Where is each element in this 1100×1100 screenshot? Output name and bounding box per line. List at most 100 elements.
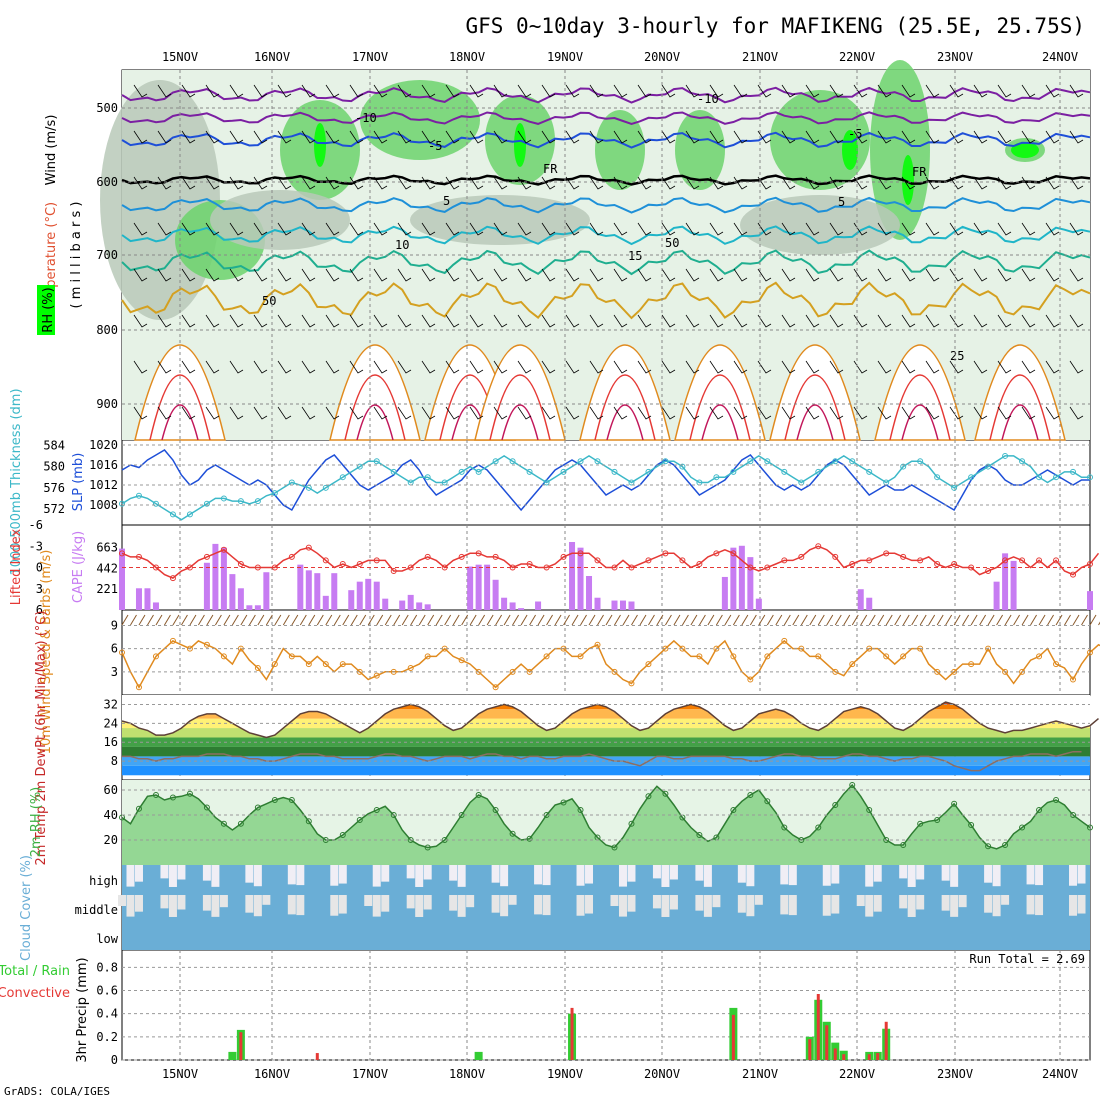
wind-speed-line-point bbox=[390, 668, 397, 675]
thickness-line-point bbox=[1053, 474, 1060, 481]
rh2m-line-point bbox=[356, 817, 363, 823]
upper-wind-barb bbox=[685, 314, 700, 328]
wind-speed-line-point bbox=[577, 653, 584, 660]
rh2m-line-point bbox=[169, 794, 176, 801]
upper-wind-barb bbox=[541, 314, 556, 328]
upper-wind-barb bbox=[565, 268, 580, 282]
upper-wind-barb bbox=[229, 268, 244, 282]
wind-tick: 3 bbox=[111, 665, 118, 679]
wind-barb-10m bbox=[1047, 614, 1054, 626]
wind-barb-10m bbox=[325, 614, 333, 626]
hot-contour bbox=[689, 374, 751, 441]
upper-wind-barb bbox=[421, 314, 436, 328]
cloud-middle-cell bbox=[669, 895, 678, 910]
cloud-middle-cell bbox=[245, 895, 254, 913]
upper-wind-barb bbox=[781, 406, 796, 420]
upper-wind-barb bbox=[685, 130, 700, 144]
thickness-line-point bbox=[679, 463, 686, 470]
precip-convective-bar bbox=[315, 1053, 319, 1060]
lifted-index-line-point bbox=[237, 560, 244, 567]
wind-barb-10m bbox=[911, 614, 919, 626]
rh2m-line-point bbox=[628, 820, 635, 827]
wind-barb-10m bbox=[885, 614, 893, 626]
lifted-index-line-point bbox=[679, 557, 686, 564]
upper-wind-barb bbox=[709, 130, 724, 144]
wind-barb-10m bbox=[231, 614, 239, 626]
cloud-high-cell bbox=[941, 865, 950, 881]
wind-barb-10m bbox=[877, 614, 885, 626]
legend-convective: Convective bbox=[0, 986, 70, 1001]
rh-shade bbox=[1011, 142, 1039, 158]
upper-wind-barb bbox=[637, 130, 652, 144]
rh2m-line-point bbox=[492, 807, 499, 813]
wind-barb-10m bbox=[605, 614, 613, 626]
cape-bar bbox=[263, 572, 270, 610]
upper-wind-barb bbox=[613, 130, 628, 144]
cape-bar bbox=[1002, 553, 1009, 610]
thickness-line-point bbox=[203, 500, 210, 507]
ylabel-slp: SLP (mb) bbox=[71, 453, 86, 512]
day-label-bottom: 17NOV bbox=[352, 1067, 388, 1081]
day-label-bottom: 15NOV bbox=[162, 1067, 198, 1081]
wind-barb-10m bbox=[741, 614, 749, 626]
rh2m-line-point bbox=[747, 792, 754, 798]
upper-wind-barb bbox=[421, 268, 436, 282]
cape-bar bbox=[424, 604, 431, 610]
wind-barb-10m bbox=[792, 614, 800, 626]
wind-barb-10m bbox=[401, 614, 409, 626]
upper-wind-barb bbox=[661, 314, 676, 328]
upper-wind-barb bbox=[493, 314, 508, 328]
upper-wind-barb bbox=[829, 268, 844, 282]
cloud-high-cell bbox=[423, 865, 432, 880]
wind-barb-10m bbox=[393, 614, 401, 626]
upper-wind-barb bbox=[877, 176, 892, 190]
wind-speed-line-point bbox=[492, 684, 499, 691]
cloud-high-cell bbox=[534, 865, 543, 885]
wind-barb-10m bbox=[962, 614, 970, 626]
cloud-middle-cell bbox=[262, 895, 271, 905]
legend-total-rain: Total / Rain bbox=[0, 964, 70, 979]
rh2m-area bbox=[122, 785, 1090, 865]
wind-speed-line-point bbox=[815, 653, 822, 660]
upper-wind-barb bbox=[853, 130, 868, 144]
cape-bar bbox=[246, 605, 253, 610]
upper-wind-barb bbox=[613, 314, 628, 328]
day-label-top: 24NOV bbox=[1042, 50, 1078, 64]
hot-contour-inner bbox=[606, 404, 644, 441]
upper-wind-barb bbox=[637, 84, 652, 98]
thickness-line-point bbox=[645, 468, 652, 475]
upper-wind-barb bbox=[829, 222, 844, 236]
cloud-high-cell bbox=[618, 865, 627, 887]
upper-wind-barb bbox=[901, 360, 916, 374]
precip-tick: 0.2 bbox=[96, 1030, 118, 1044]
upper-wind-barb bbox=[877, 406, 892, 420]
upper-wind-barb bbox=[277, 222, 292, 236]
thickness-line-point bbox=[543, 479, 550, 486]
wind-barb-10m bbox=[342, 614, 350, 626]
wind-barb-10m bbox=[1072, 614, 1080, 626]
wind-barb-10m bbox=[766, 614, 774, 626]
rh2m-line-point bbox=[220, 820, 227, 827]
rh2m-line-point bbox=[373, 807, 380, 813]
upper-wind-barb bbox=[445, 268, 460, 282]
upper-wind-barb bbox=[565, 222, 580, 236]
upper-wind-barb bbox=[733, 268, 748, 282]
cloud-high-cell bbox=[202, 865, 211, 881]
wind-speed-line-point bbox=[271, 661, 278, 668]
upper-wind-barb bbox=[445, 222, 460, 236]
contour-label: -10 bbox=[355, 111, 377, 125]
upper-wind-barb bbox=[757, 360, 772, 374]
rh2m-line-point bbox=[526, 835, 533, 842]
precip-convective-bar bbox=[842, 1054, 846, 1060]
upper-wind-barb bbox=[253, 84, 268, 98]
lifted-index-line-point bbox=[849, 560, 856, 567]
upper-wind-barb bbox=[925, 360, 940, 374]
cloud-high-cell bbox=[415, 865, 424, 887]
upper-wind-barb bbox=[973, 268, 988, 282]
wind-barb-10m bbox=[503, 614, 511, 626]
contour-label: 25 bbox=[950, 349, 964, 363]
lifted-index-line-point bbox=[475, 550, 482, 557]
cloud-high-cell bbox=[873, 865, 882, 882]
upper-wind-barb bbox=[877, 222, 892, 236]
upper-wind-barb bbox=[181, 406, 196, 420]
